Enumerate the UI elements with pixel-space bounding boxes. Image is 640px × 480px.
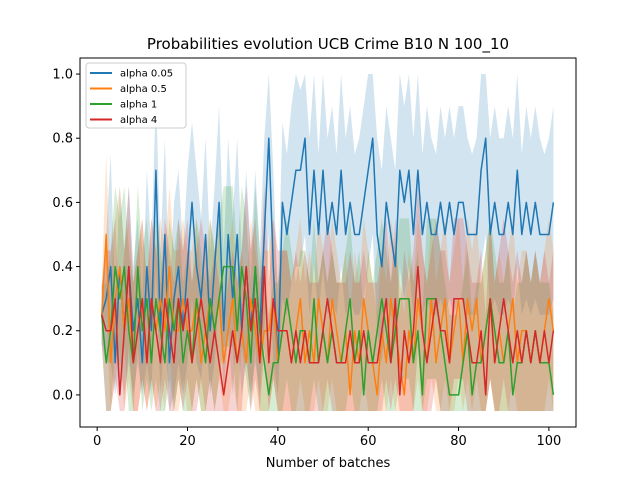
x-axis-label: Number of batches (266, 456, 391, 471)
legend-label-alpha-0-5: alpha 0.5 (120, 84, 167, 95)
legend-label-alpha-4: alpha 4 (120, 115, 157, 126)
plot-frame (79, 57, 577, 428)
y-tick-label: 0.0 (52, 388, 73, 403)
x-tick-label: 0 (93, 434, 101, 449)
y-tick-label: 0.4 (52, 260, 73, 275)
series-lines (100, 137, 555, 396)
line-alpha-4 (100, 265, 555, 396)
x-tick-label: 80 (450, 434, 467, 449)
y-axis-ticks: 0.0 0.2 0.4 0.6 0.8 1.0 (52, 68, 80, 403)
legend-label-alpha-1: alpha 1 (120, 100, 157, 111)
y-tick-label: 0.2 (52, 324, 73, 339)
x-tick-label: 60 (360, 434, 377, 449)
y-tick-label: 0.8 (52, 132, 73, 147)
legend-box (85, 62, 187, 129)
x-axis-ticks: 0 20 40 60 80 100 (93, 427, 561, 449)
legend: alpha 0.05 alpha 0.5 alpha 1 alpha 4 (85, 62, 187, 129)
x-tick-label: 20 (179, 434, 196, 449)
y-tick-label: 1.0 (52, 68, 73, 83)
chart-title: Probabilities evolution UCB Crime B10 N … (147, 35, 509, 54)
y-tick-label: 0.6 (52, 196, 73, 211)
x-tick-label: 100 (536, 434, 561, 449)
x-tick-label: 40 (270, 434, 287, 449)
legend-label-alpha-0-05: alpha 0.05 (120, 69, 173, 80)
band-alpha-0-5 (101, 154, 554, 412)
line-alpha-0-05 (100, 137, 555, 364)
